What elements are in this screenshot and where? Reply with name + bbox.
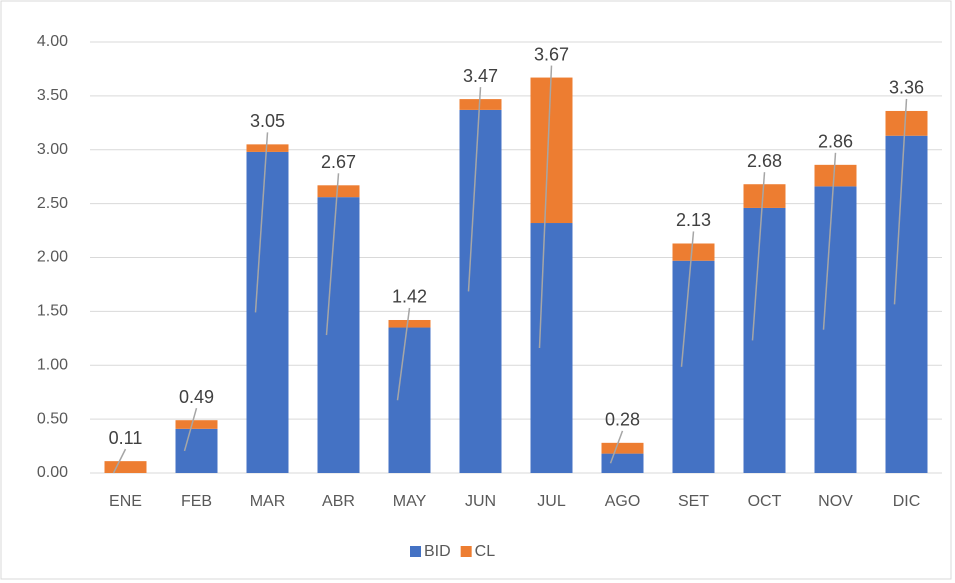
y-tick-label: 0.00: [37, 464, 68, 481]
x-tick-label: ENE: [109, 493, 142, 510]
leader-line: [254, 132, 269, 313]
legend-label: BID: [424, 543, 451, 560]
y-tick-label: 2.00: [37, 249, 68, 266]
bar-segment: [885, 135, 928, 473]
total-label: 2.86: [818, 132, 853, 152]
x-tick-label: MAY: [393, 493, 427, 510]
x-tick-label: FEB: [181, 493, 212, 510]
x-tick-label: MAR: [250, 493, 286, 510]
bar-segment: [743, 207, 786, 473]
bar-segment: [246, 144, 289, 152]
leader-line: [325, 173, 340, 336]
leader-line: [751, 172, 766, 341]
bar-segment: [601, 442, 644, 454]
x-tick-label: OCT: [748, 493, 782, 510]
bar-segment: [601, 453, 644, 473]
leader-line: [822, 152, 837, 330]
bar-segment: [104, 461, 147, 473]
y-tick-label: 1.00: [37, 356, 68, 373]
x-tick-label: JUL: [537, 493, 566, 510]
bar-segment: [743, 184, 786, 208]
bar-segment: [246, 151, 289, 473]
bar-segment: [175, 420, 218, 429]
legend-label: CL: [475, 543, 496, 560]
leader-line: [680, 231, 695, 367]
x-tick-label: AGO: [605, 493, 641, 510]
total-label: 3.47: [463, 66, 498, 86]
bar-segment: [388, 319, 431, 328]
bar-segment: [459, 109, 502, 473]
legend-swatch: [410, 546, 421, 557]
x-tick-label: JUN: [465, 493, 496, 510]
leader-line: [183, 407, 198, 452]
y-tick-label: 3.50: [37, 87, 68, 104]
total-label: 2.13: [676, 210, 711, 230]
leader-line: [893, 98, 908, 305]
bar-segment: [530, 223, 573, 473]
leader-line: [609, 430, 624, 464]
y-tick-label: 0.50: [37, 410, 68, 427]
x-tick-label: NOV: [818, 493, 853, 510]
bar-segment: [317, 197, 360, 473]
leader-line: [112, 448, 127, 474]
total-label: 3.05: [250, 111, 285, 131]
x-tick-label: SET: [678, 493, 709, 510]
total-label: 0.28: [605, 410, 640, 430]
total-label: 0.49: [179, 387, 214, 407]
total-label: 2.67: [321, 152, 356, 172]
bar-segment: [317, 185, 360, 198]
total-label: 2.68: [747, 151, 782, 171]
y-tick-label: 4.00: [37, 33, 68, 50]
bar-segment: [885, 110, 928, 136]
total-label: 3.67: [534, 44, 569, 64]
y-tick-label: 1.50: [37, 303, 68, 320]
leader-line: [396, 307, 411, 401]
y-tick-label: 3.00: [37, 141, 68, 158]
bar-segment: [814, 164, 857, 187]
bar-segment: [388, 327, 431, 473]
leader-line: [467, 87, 482, 292]
bar-segment: [814, 186, 857, 473]
x-tick-label: DIC: [893, 493, 921, 510]
bar-segment: [175, 428, 218, 473]
y-tick-label: 2.50: [37, 195, 68, 212]
bar-segment: [672, 243, 715, 261]
total-label: 3.36: [889, 78, 924, 98]
bar-segment: [672, 260, 715, 473]
x-tick-label: ABR: [322, 493, 355, 510]
bar-segment: [530, 77, 573, 224]
bar-segment: [459, 99, 502, 110]
total-label: 0.11: [109, 428, 143, 448]
legend-swatch: [460, 546, 472, 557]
total-label: 1.42: [392, 287, 427, 307]
leader-line: [538, 65, 553, 349]
